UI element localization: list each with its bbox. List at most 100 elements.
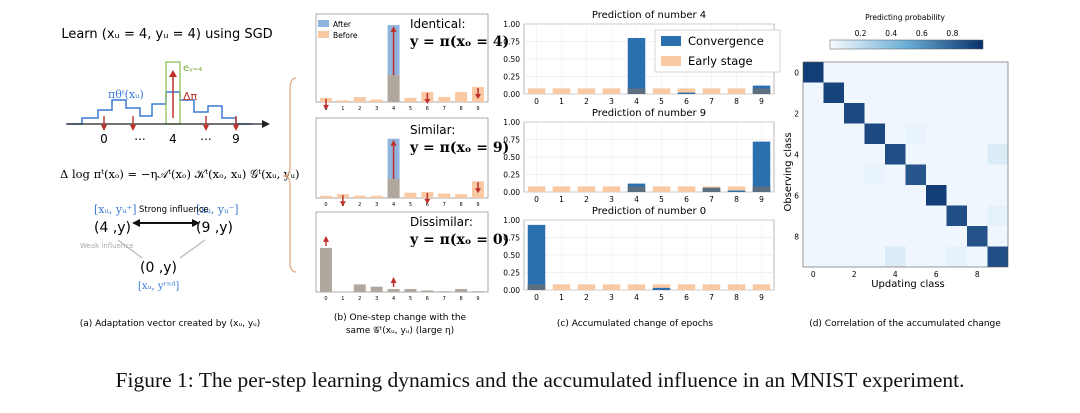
label-pi: πθᵗ(xᵤ): [108, 88, 144, 101]
early-stage-bar: [652, 284, 671, 290]
convergence-bar: [677, 92, 696, 94]
panel-a: Learn (xᵤ = 4, yᵤ = 4) using SGD eᵧ₌₄ Δπ…: [60, 27, 300, 329]
panel-b-tick: 6: [426, 296, 429, 302]
heatmap-cell: [864, 62, 885, 83]
y-tick: 0.50: [503, 55, 520, 64]
colorbar-tick: 0.6: [916, 29, 928, 38]
heatmap-y-tick: 4: [794, 150, 799, 159]
before-bar: [438, 291, 451, 292]
x-tick: 9: [759, 195, 764, 204]
x-tick: 6: [684, 195, 689, 204]
heatmap-cell: [926, 205, 947, 226]
y-tick: 1.00: [503, 216, 520, 225]
legend-convergence: Convergence: [688, 34, 764, 48]
overlap-bar: [387, 179, 400, 198]
heatmap-x-tick: 2: [852, 270, 857, 279]
colorbar-tick: 0.4: [885, 29, 897, 38]
heatmap-cell: [844, 82, 865, 103]
y-tick: 0.75: [503, 38, 520, 47]
heatmap-cell: [844, 185, 865, 206]
heatmap-cell: [946, 62, 967, 83]
increase-arrow-head: [390, 26, 397, 33]
y-tick: 0.25: [503, 73, 520, 82]
before-bar: [455, 194, 468, 198]
early-stage-bar: [602, 284, 621, 290]
increase-arrow-head: [323, 235, 329, 242]
heatmap-cell: [803, 82, 824, 103]
panel-c-caption: (c) Accumulated change of epochs: [557, 319, 713, 329]
decrease-arrow-head: [475, 188, 481, 194]
heatmap-cell: [803, 205, 824, 226]
panel-b-caption-1: (b) One-step change with the: [334, 313, 467, 323]
x-tick: 7: [709, 293, 714, 302]
colorbar: [829, 39, 984, 50]
figure-caption: Figure 1: The per-step learning dynamics…: [115, 368, 965, 392]
x-tick: 3: [609, 97, 614, 106]
update-equation: Δ log πᵗ(xₒ) = −η𝒜ᵗ(xₒ) 𝒦ᵗ(xₒ, xᵤ) 𝒢ᵗ(xᵤ…: [60, 167, 300, 181]
heatmap-cell: [905, 103, 926, 124]
tick-4: 4: [169, 132, 177, 146]
heatmap-cell: [987, 123, 1008, 144]
row3-formula: y = π(xₒ = 0): [409, 232, 509, 248]
before-bar: [353, 284, 366, 292]
x-tick: 6: [684, 97, 689, 106]
x-tick: 8: [734, 97, 739, 106]
heatmap-cell: [946, 246, 967, 267]
tick-dots-2: ...: [200, 129, 211, 143]
heatmap-cell: [946, 205, 967, 226]
before-bar: [353, 96, 366, 102]
panel-d: Predicting probability 0.2 0.4 0.6 0.8 0 2 4 6…: [783, 13, 1009, 329]
heatmap-cell: [803, 103, 824, 124]
before-bar: [472, 291, 484, 292]
row1-formula: y = π(xₒ = 4): [409, 34, 509, 50]
heatmap-cell: [823, 246, 844, 267]
early-stage-bar: [752, 284, 771, 290]
x-tick: 3: [609, 195, 614, 204]
heatmap: 0 2 4 6 8 0 2 4 6 8: [794, 61, 1009, 279]
panel-a-caption: (a) Adaptation vector created by (xᵤ, yᵤ…: [80, 319, 261, 329]
overlap-bar: [752, 88, 771, 94]
node-bottom: (0 ,y): [140, 260, 177, 276]
decrease-arrow-head: [323, 104, 329, 110]
x-tick: 5: [659, 97, 664, 106]
node-top-left-label: [xᵤ, yᵤ⁺]: [94, 203, 137, 216]
heatmap-cell: [946, 123, 967, 144]
x-tick: 9: [759, 97, 764, 106]
panel-d-caption: (d) Correlation of the accumulated chang…: [809, 319, 1001, 329]
early-stage-bar: [527, 186, 546, 192]
overlap-bar: [752, 186, 771, 192]
panel-b-tick: 6: [426, 106, 429, 112]
x-tick: 8: [734, 293, 739, 302]
early-stage-bar: [602, 88, 621, 94]
panel-b-tick: 2: [358, 296, 361, 302]
overlap-bar: [527, 284, 546, 290]
colorbar-ticks: 0.2 0.4 0.6 0.8: [855, 29, 959, 38]
strong-arrow-left: [132, 219, 140, 227]
heatmap-cell: [823, 185, 844, 206]
panel-b-tick: 8: [460, 296, 463, 302]
row1-tag: Identical:: [410, 17, 466, 31]
chart-title: Prediction of number 4: [592, 10, 706, 21]
y-tick: 0.00: [503, 90, 520, 99]
heatmap-cell: [905, 144, 926, 165]
panel-b-tick: 8: [460, 202, 463, 208]
overlap-bar: [627, 186, 646, 192]
panel-b-frame: [315, 211, 489, 293]
heatmap-frame: [802, 61, 1009, 268]
panel-b-tick: 1: [341, 106, 344, 112]
heatmap-cell: [864, 103, 885, 124]
colorbar-tick: 0.8: [946, 29, 958, 38]
overlap-bar: [627, 88, 646, 94]
heatmap-cell: [946, 185, 967, 206]
early-stage-bar: [552, 284, 571, 290]
panel-b-tick: 9: [476, 202, 479, 208]
heatmap-cell: [844, 205, 865, 226]
panel-b-tick: 2: [358, 202, 361, 208]
early-stage-bar: [577, 186, 596, 192]
early-stage-bar: [652, 88, 671, 94]
heatmap-cell: [803, 62, 824, 83]
node-bottom-label: [xᵤ, yʳⁿᵈ]: [138, 281, 179, 292]
legend-early: Early stage: [688, 54, 753, 68]
panel-b-tick: 7: [443, 296, 446, 302]
heatmap-cell: [987, 164, 1008, 185]
